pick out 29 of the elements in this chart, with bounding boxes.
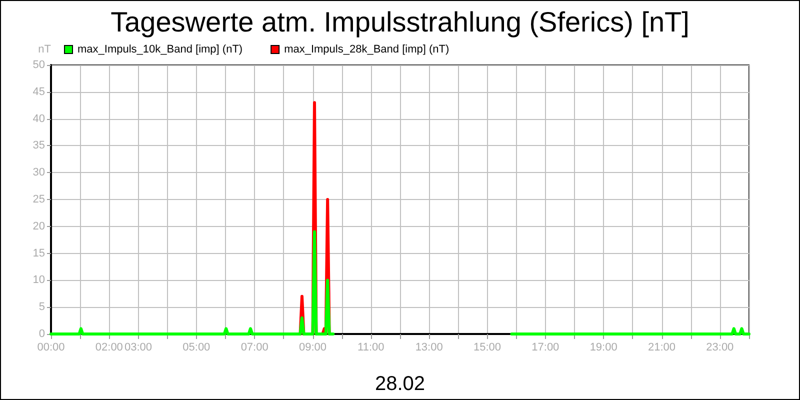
x-tick-label: 19:00 bbox=[590, 342, 618, 354]
x-tick-label: 03:00 bbox=[124, 342, 152, 354]
x-tick-label: 21:00 bbox=[648, 342, 676, 354]
y-tick-label: 20 bbox=[32, 220, 45, 232]
y-tick-label: 50 bbox=[32, 59, 45, 71]
y-tick-label: 35 bbox=[32, 140, 45, 152]
x-tick-label: 05:00 bbox=[182, 342, 210, 354]
y-tick-label: 45 bbox=[32, 86, 45, 98]
y-tick-label: 25 bbox=[32, 194, 45, 206]
y-tick-label: 40 bbox=[32, 112, 45, 125]
y-tick-label: 15 bbox=[32, 247, 45, 260]
x-tick-label: 07:00 bbox=[240, 342, 268, 354]
y-tick-label: 10 bbox=[32, 274, 45, 286]
x-tick-label: 00:00 bbox=[37, 342, 65, 354]
y-tick-label: 0 bbox=[38, 328, 45, 340]
legend-label: max_Impuls_28k_Band [imp] (nT) bbox=[284, 44, 450, 56]
x-tick-label: 11:00 bbox=[358, 342, 384, 354]
x-tick-label: 23:00 bbox=[706, 342, 734, 354]
x-tick-label: 09:00 bbox=[298, 342, 327, 354]
y-tick-label: 30 bbox=[32, 166, 45, 179]
x-tick-label: 15:00 bbox=[473, 342, 502, 354]
chart-title: Tageswerte atm. Impulsstrahlung (Sferics) [nT] bbox=[110, 6, 690, 38]
x-tick-label: 17:00 bbox=[532, 342, 560, 354]
y-tick-label: 5 bbox=[38, 301, 45, 314]
x-tick-label: 13:00 bbox=[415, 342, 443, 354]
y-axis-title: nT bbox=[38, 44, 52, 56]
legend-label: max_Impuls_10k_Band [imp] (nT) bbox=[78, 44, 243, 56]
x-axis-title: 28.02 bbox=[374, 373, 426, 395]
x-tick-label: 02:00 bbox=[95, 342, 123, 354]
